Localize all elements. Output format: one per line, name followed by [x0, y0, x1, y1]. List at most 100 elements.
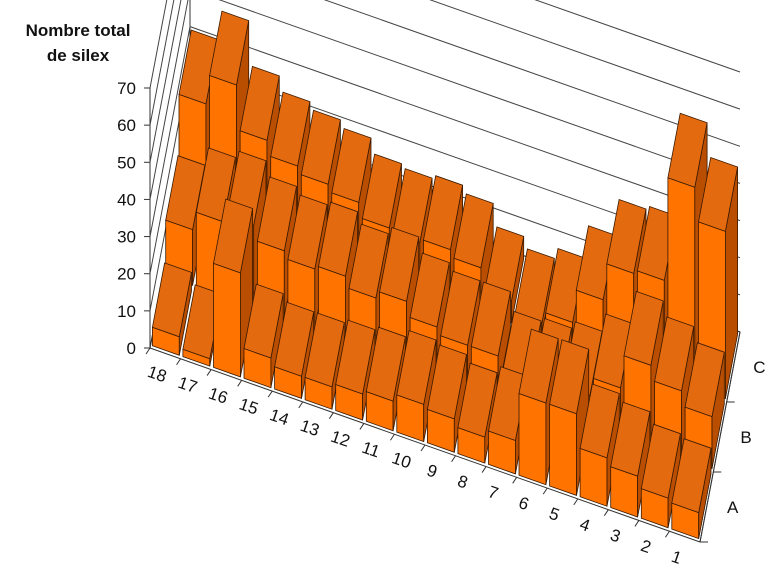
bar-top-face — [440, 270, 481, 346]
bar-top-face — [549, 339, 590, 415]
bar-top-face — [379, 226, 420, 302]
bar-top-face — [274, 301, 315, 377]
x-tick-mark — [390, 433, 395, 441]
x-tick-label: 16 — [206, 384, 230, 408]
bar-top-face — [698, 156, 739, 232]
y-axis-title: Nombre total de silex — [8, 18, 148, 68]
bar-top-face — [365, 326, 406, 402]
bar-A-9 — [426, 344, 467, 453]
x-tick-mark — [267, 390, 273, 398]
bar-top-face — [470, 281, 511, 357]
x-tick-label: 15 — [237, 394, 261, 418]
x-tick-mark — [176, 358, 181, 366]
x-tick-mark — [328, 412, 334, 419]
y-tick-label: 0 — [127, 339, 136, 358]
bar-top-face — [209, 10, 250, 86]
x-tick-mark — [542, 487, 548, 495]
x-tick-label: 6 — [516, 493, 531, 514]
bar-top-face — [409, 252, 450, 328]
bar-front-face — [518, 392, 547, 486]
gridline — [149, 0, 741, 200]
bar-top-face — [239, 65, 280, 141]
bar-A-12 — [335, 319, 376, 421]
bar-top-face — [287, 194, 328, 270]
x-tick-mark — [420, 444, 426, 452]
y-tick-label: 40 — [117, 190, 136, 209]
series-label-A: A — [727, 498, 739, 517]
bar-A-1 — [671, 438, 712, 540]
y-tick-label: 10 — [117, 302, 136, 321]
bar-top-face — [361, 153, 402, 229]
gridline — [149, 25, 741, 237]
bar-A-15 — [243, 283, 284, 389]
bar-top-face — [671, 438, 712, 514]
bar-top-face — [270, 91, 311, 167]
bar-top-face — [579, 383, 620, 459]
x-tick-mark — [145, 347, 151, 355]
bar-top-face — [423, 175, 464, 251]
series-label-C: C — [753, 358, 765, 377]
bar-top-face — [318, 201, 359, 277]
bar-top-face — [453, 193, 494, 269]
bar-A-2 — [640, 423, 681, 529]
series-depth-labels: A B C — [700, 358, 765, 543]
bar-top-face — [457, 362, 498, 438]
x-tick-label: 11 — [360, 438, 383, 462]
bar-A-10 — [396, 329, 437, 443]
x-tick-label: 14 — [267, 405, 291, 429]
bar-top-face — [606, 198, 647, 274]
bar-A-3 — [610, 401, 651, 518]
bar-A-18 — [151, 262, 192, 356]
x-tick-mark — [634, 520, 640, 527]
x-tick-mark — [359, 423, 365, 430]
x-tick-label: 18 — [145, 362, 169, 386]
series-label-B: B — [740, 428, 751, 447]
bar-top-face — [300, 109, 341, 185]
x-tick-mark — [298, 401, 304, 409]
depth-axis-line — [699, 331, 741, 543]
bar-top-face — [518, 328, 559, 404]
bar-top-face — [610, 401, 651, 477]
x-tick-label: 12 — [328, 427, 352, 451]
x-tick-label: 3 — [608, 525, 623, 546]
bar-top-face — [640, 423, 681, 499]
x-tick-label: 13 — [298, 416, 322, 440]
y-tick-label: 70 — [117, 79, 136, 98]
bar-top-face — [426, 344, 467, 420]
x-tick-mark — [451, 455, 456, 463]
y-axis-title-line-1: Nombre total — [25, 21, 131, 40]
x-tick-label: 7 — [486, 482, 501, 503]
bar-top-face — [654, 316, 695, 392]
bar-columns — [151, 10, 739, 540]
bar-top-face — [335, 319, 376, 395]
x-tick-label: 4 — [577, 515, 592, 536]
x-tick-mark — [603, 509, 609, 516]
gridline — [149, 0, 741, 126]
bar-front-face — [579, 447, 608, 507]
bar-top-face — [304, 312, 345, 388]
x-tick-label: 5 — [547, 504, 562, 525]
bar-top-face — [331, 127, 372, 203]
y-axis-title-line-2: de silex — [46, 46, 110, 65]
y-tick-label: 30 — [117, 228, 136, 247]
x-tick-label: 10 — [389, 448, 413, 472]
bar-A-14 — [274, 301, 315, 399]
bar-top-face — [623, 290, 664, 366]
x-tick-label: 9 — [425, 461, 440, 482]
bar-top-face — [396, 329, 437, 405]
bar-A-16 — [213, 198, 254, 378]
x-tick-label: 17 — [176, 373, 200, 397]
x-tick-mark — [573, 498, 579, 506]
x-tick-mark — [206, 369, 212, 376]
y-tick-label: 50 — [117, 153, 136, 172]
x-tick-label: 8 — [455, 471, 470, 492]
bar-top-face — [243, 283, 284, 359]
bar-front-face — [213, 262, 241, 378]
gridline — [149, 0, 741, 89]
x-tick-mark — [665, 530, 670, 538]
gridline — [149, 0, 741, 163]
bar-A-5 — [549, 339, 590, 496]
x-tick-mark — [481, 466, 487, 473]
y-axis-ticks: 0 10 20 30 40 50 60 70 — [117, 79, 150, 358]
bar-front-face — [549, 403, 577, 496]
